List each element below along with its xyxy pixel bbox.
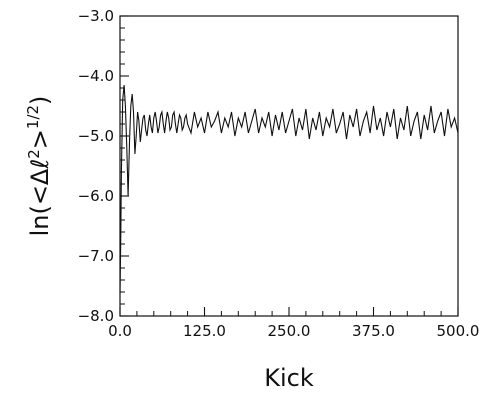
x-tick-label: 375.0 (352, 322, 395, 340)
y-tick-label: −4.0 (78, 67, 114, 85)
x-tick-label: 0.0 (108, 322, 132, 340)
x-tick-label: 250.0 (268, 322, 311, 340)
y-tick-label: −7.0 (78, 247, 114, 265)
plot-area-frame (119, 15, 459, 317)
y-tick-label: −5.0 (78, 127, 114, 145)
y-axis-label: ln(<Δℓ2>1/2) (24, 96, 54, 237)
y-tick-label: −3.0 (78, 7, 114, 25)
x-tick-label: 125.0 (183, 322, 226, 340)
x-axis: 0.0 125.0 250.0 375.0 500.0 (108, 307, 479, 340)
y-tick-label: −8.0 (78, 307, 114, 325)
x-axis-label: Kick (264, 364, 314, 392)
series-line (119, 84, 459, 293)
y-tick-label: −6.0 (78, 187, 114, 205)
x-tick-label: 500.0 (437, 322, 480, 340)
